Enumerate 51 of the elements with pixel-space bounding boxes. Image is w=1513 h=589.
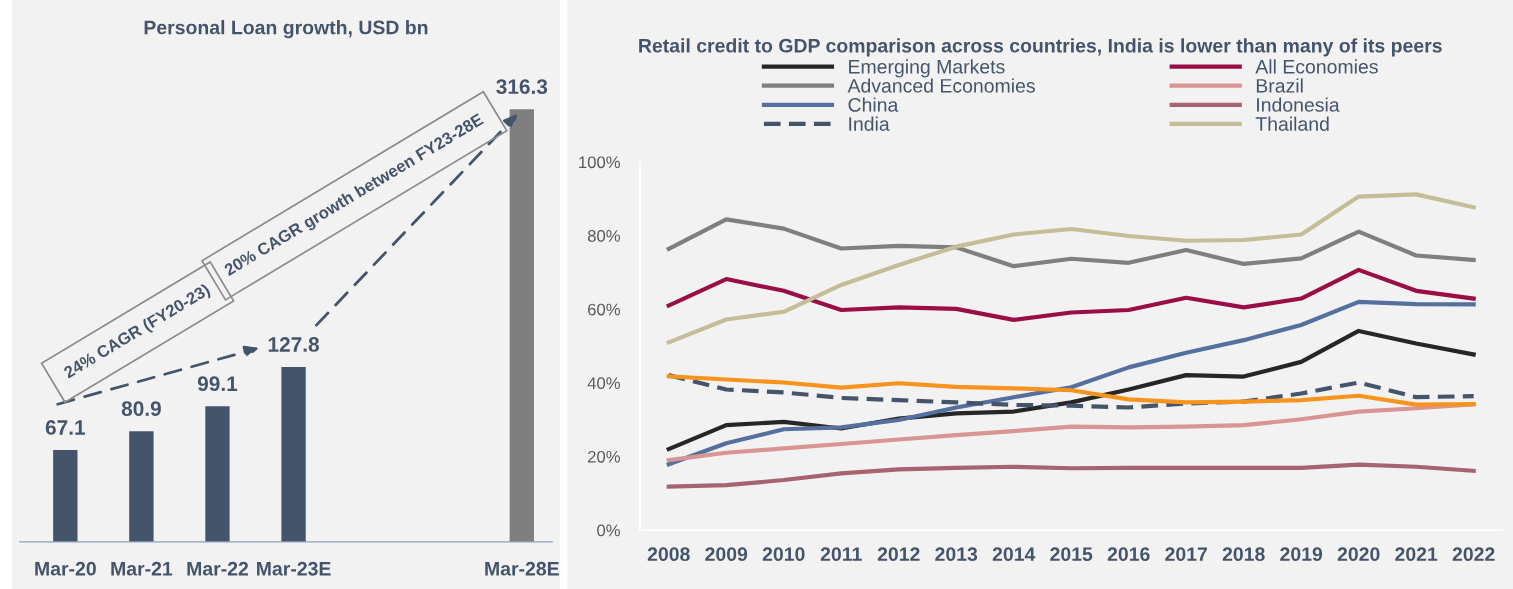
x-tick-label: 2009 <box>705 547 748 562</box>
line-series <box>666 267 1476 322</box>
chart-title: Personal Loan growth, USD bn <box>144 20 428 39</box>
bar <box>129 431 154 542</box>
line-series <box>666 217 1476 269</box>
y-tick-label: 100% <box>579 156 620 169</box>
bar <box>205 406 230 542</box>
y-tick-label: 0% <box>597 524 620 537</box>
x-tick-label: 2008 <box>647 547 690 562</box>
legend-label: Brazil <box>1256 78 1303 93</box>
x-tick-label: 2012 <box>877 547 920 562</box>
x-tick-label: Mar-22 <box>187 561 249 576</box>
y-tick-label: 40% <box>587 377 620 390</box>
x-tick-label: Mar-23E <box>257 561 331 576</box>
data-label: 127.8 <box>268 337 319 352</box>
x-tick-label: 2013 <box>935 547 978 562</box>
y-tick-label: 80% <box>587 230 620 242</box>
chart-title: Retail credit to GDP comparison across countries, India is lower than many of its peers <box>639 38 1442 57</box>
y-tick-label: 20% <box>588 450 620 463</box>
x-tick-label: Mar-28E <box>485 561 559 576</box>
x-tick-label: 2022 <box>1452 547 1495 562</box>
x-tick-label: 2017 <box>1165 547 1207 562</box>
legend-label: Thailand <box>1255 116 1329 131</box>
x-tick-label: 2018 <box>1222 547 1265 562</box>
x-tick-label: 2015 <box>1050 547 1093 562</box>
x-tick-label: Mar-20 <box>35 561 96 576</box>
x-tick-label: 2021 <box>1395 547 1438 562</box>
legend-label: India <box>849 116 890 131</box>
legend-label: Advanced Economies <box>847 78 1035 93</box>
y-tick-label: 60% <box>588 303 620 316</box>
bar <box>509 109 534 542</box>
x-tick-label: 2011 <box>820 547 862 562</box>
legend-label: China <box>848 97 899 112</box>
bar <box>281 367 306 542</box>
legend-label: Indonesia <box>1257 97 1340 112</box>
legend-label: Emerging Markets <box>849 59 1005 78</box>
data-label: 316.3 <box>496 79 548 95</box>
legend-label: All Economies <box>1255 59 1378 74</box>
line-series <box>666 299 1476 467</box>
line-series <box>666 192 1476 345</box>
x-tick-label: Mar-21 <box>111 561 173 576</box>
data-label: 80.9 <box>121 401 161 416</box>
x-tick-label: 2014 <box>992 547 1036 562</box>
data-label: 99.1 <box>197 376 238 392</box>
data-label: 67.1 <box>45 420 86 435</box>
x-tick-label: 2016 <box>1107 547 1150 562</box>
x-tick-label: 2010 <box>762 547 805 562</box>
x-tick-label: 2020 <box>1337 547 1380 562</box>
line-series <box>666 462 1476 489</box>
x-tick-label: 2019 <box>1280 547 1323 562</box>
bar <box>53 450 78 542</box>
